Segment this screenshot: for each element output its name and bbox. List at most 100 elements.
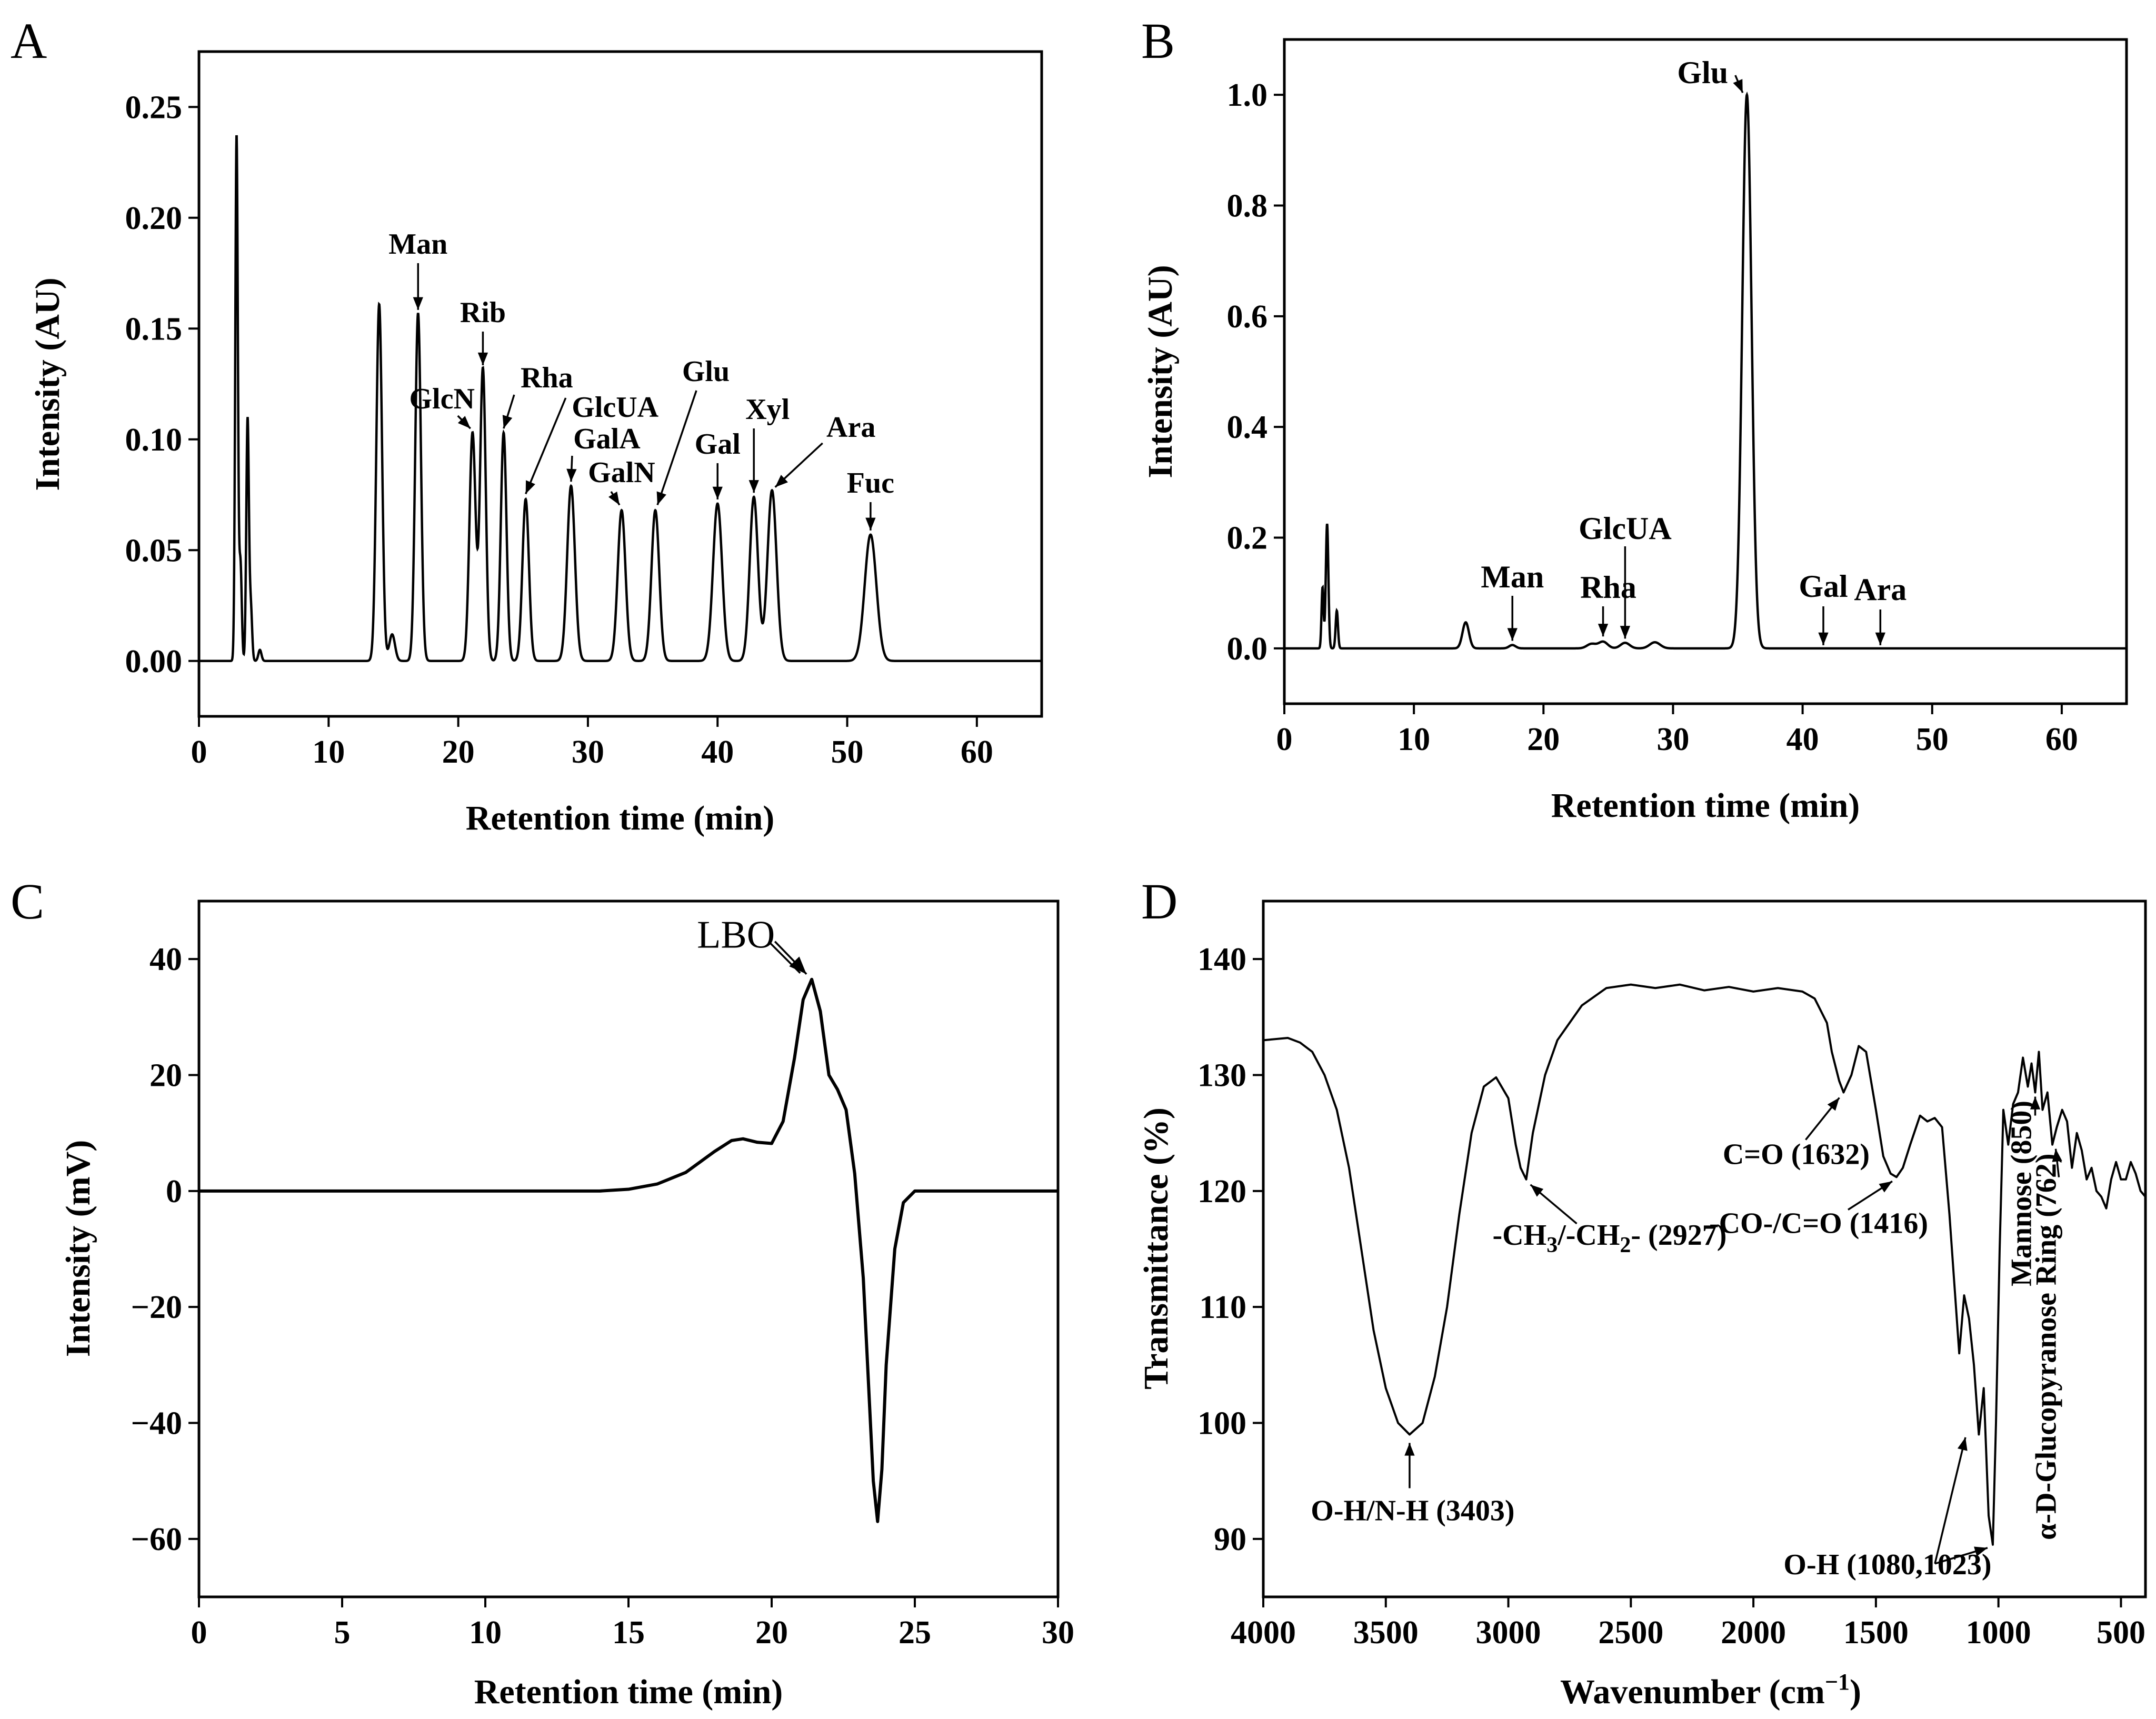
panel-b-peak-label: GlcUA [1579,511,1672,546]
panel-a-letter: A [11,13,47,69]
panel-b-x-tick-label: 20 [1527,722,1560,757]
panel-d-peak-label: -CH3/-CH2- (2927) [1493,1219,1727,1257]
panel-a-y-axis-label: Intensity (AU) [28,277,67,491]
panel-a-peak-arrow-head [502,415,513,429]
panel-c: C 0 5 10 15 20 25 30 −60 −40 −20 0 20 40 LBO Retent… [11,873,1074,1711]
panel-a-peak-arrow-head [656,491,666,505]
panel-c-y-tick-label: −40 [131,1406,182,1442]
panel-d-peak-arrow-head [1827,1097,1840,1111]
panel-c-y-tick-label: −60 [131,1522,182,1557]
panel-a-peak-label: Fuc [847,467,894,499]
panel-b-peak-label: Glu [1677,55,1728,90]
panel-d-x-tick-label: 4000 [1231,1615,1296,1651]
panel-b-plot-frame [1283,38,2128,705]
panel-c-lbo-line [199,977,1058,1523]
panel-b-y-tick-label: 0.2 [1227,521,1268,556]
panel-c-peak-label: LBO [697,914,775,957]
panel-d-peak-arrow-head [1404,1443,1415,1456]
panel-a-peak-arrow-head [748,480,759,493]
panel-a-x-tick-label: 40 [701,734,734,770]
panel-b-x-tick-label: 40 [1786,722,1819,757]
panel-a-peak-arrow-head [457,416,471,429]
panel-a-plot-frame [197,50,1043,718]
panel-d-peak-arrow-head [1957,1437,1968,1451]
panel-d-x-ticks: 4000 3500 3000 2500 2000 1500 1000 500 [1231,1597,2145,1651]
panel-d-peak-arrow-head [2052,1148,2062,1162]
panel-a-x-tick-label: 50 [831,734,864,770]
panel-b-y-tick-label: 0.0 [1227,631,1268,667]
panel-a-x-tick-label: 20 [442,734,475,770]
panel-a: A 0 10 20 30 40 50 60 0.00 0.05 0.10 0.15 0.20 0.25… [11,13,1043,837]
panel-d-x-tick-label: 3500 [1353,1615,1419,1651]
panel-b-x-tick-label: 60 [2045,722,2078,757]
panel-c-x-axis-label: Retention time (min) [474,1673,783,1711]
panel-a-peak-arrow [525,397,567,495]
panel-d-peak-arrow-head [2030,1096,2041,1110]
panel-c-y-tick-label: 20 [149,1058,182,1094]
panel-a-peak-arrow-head [477,352,488,366]
panel-a-x-tick-label: 0 [191,734,207,770]
panel-d-peak-arrow-head [1530,1184,1544,1197]
panel-d-y-tick-label: 90 [1214,1522,1246,1557]
panel-a-peak-label: GalN [588,456,655,489]
panel-a-peak-label: Rha [521,362,573,394]
panel-c-x-tick-label: 15 [612,1615,645,1651]
panel-d-peak-label: O-H/N-H (3403) [1311,1495,1514,1527]
panel-d-y-ticks: 90 100 110 120 130 140 [1197,942,1263,1557]
panel-a-y-tick-label: 0.05 [125,533,183,568]
panel-b-x-tick-label: 0 [1276,722,1293,757]
panel-b-chromatogram-line [1284,91,2127,650]
panel-b-x-axis-label: Retention time (min) [1551,786,1860,825]
panel-a-peak-label: GalA [573,423,641,455]
panel-b-y-tick-label: 0.4 [1227,409,1268,445]
panel-d-x-tick-label: 2000 [1721,1615,1786,1651]
panel-a-peak-arrow-head [608,491,620,505]
panel-c-x-tick-label: 10 [469,1615,502,1651]
panel-a-y-tick-label: 0.10 [125,422,183,458]
panel-d-letter: D [1141,873,1177,930]
panel-a-peak-arrow-head [712,486,723,499]
panel-a-peak-label: Glu [682,355,730,388]
panel-a-y-tick-label: 0.25 [125,89,183,125]
panel-c-peak-arrow-head [789,956,807,974]
panel-d-x-axis-label: Wavenumber (cm−1) [1560,1669,1861,1711]
panel-a-y-tick-label: 0.20 [125,201,183,236]
panel-a-x-tick-label: 30 [572,734,604,770]
panel-c-x-tick-label: 25 [899,1615,931,1651]
panel-b-peak-arrow-head [1733,79,1743,93]
panel-d-ftir-line [1263,983,2147,1546]
panel-b-peak-label: Gal [1799,569,1848,604]
panel-d-x-tick-label: 1500 [1843,1615,1909,1651]
panel-c-annotations: LBO [697,914,807,975]
panel-a-peak-arrow [656,390,697,506]
panel-d-x-tick-label: 3000 [1476,1615,1541,1651]
panel-b: B 0 10 20 30 40 50 60 0.0 0.2 0.4 0.6 0.8 1.0 Glu Ma… [1141,13,2128,825]
panel-d-peak-label: α-D-Glucopyranose Ring (762) [2030,1154,2062,1540]
panel-d-y-tick-label: 140 [1197,942,1246,977]
panel-b-peak-label: Man [1481,559,1544,594]
panel-b-letter: B [1141,13,1175,69]
panel-a-x-tick-label: 60 [961,734,993,770]
panel-b-peak-arrow-head [1507,628,1518,641]
panel-b-x-tick-label: 30 [1656,722,1689,757]
panel-a-x-tick-label: 10 [312,734,345,770]
panel-b-y-axis-label: Intensity (AU) [1141,265,1180,478]
panel-a-y-tick-label: 0.15 [125,311,183,347]
panel-a-peak-label: Xyl [745,393,790,426]
panel-b-y-tick-label: 0.6 [1227,299,1268,335]
panel-b-peak-label: Rha [1580,570,1636,605]
panel-b-x-tick-label: 50 [1916,722,1949,757]
panel-a-y-ticks: 0.00 0.05 0.10 0.15 0.20 0.25 [125,89,199,679]
panel-d-y-axis-label: Transmittance (%) [1137,1107,1175,1390]
panel-b-peak-arrow-head [1818,632,1829,645]
panel-d-plot-frame [1262,900,2147,1598]
panel-a-peak-label: Man [388,228,447,261]
panel-d-x-tick-label: 2500 [1598,1615,1663,1651]
panel-c-y-tick-label: 40 [149,942,182,977]
panel-a-peak-label: Rib [460,296,506,329]
panel-c-letter: C [11,873,44,930]
panel-b-peak-arrow-head [1598,624,1609,637]
panel-d-y-tick-label: 130 [1197,1058,1246,1094]
